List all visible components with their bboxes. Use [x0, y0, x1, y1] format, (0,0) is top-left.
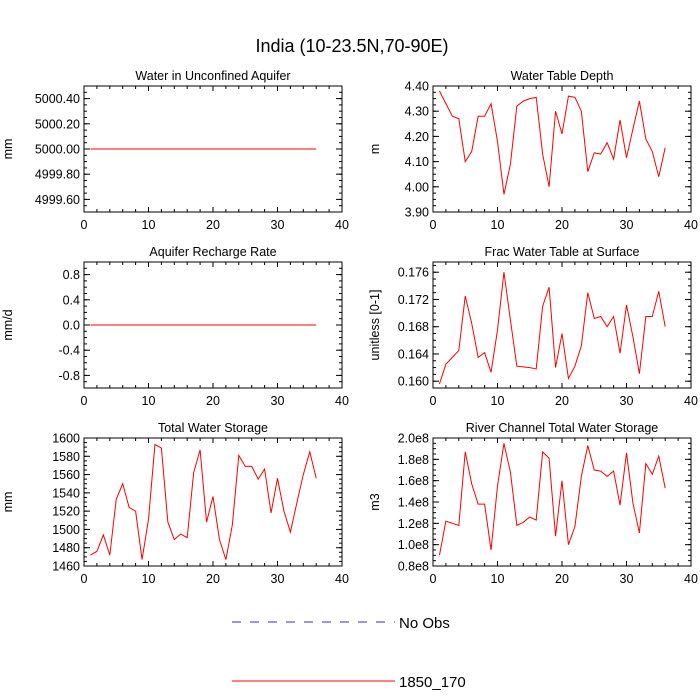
- series-line-1850-170: [438, 443, 666, 556]
- x-tick-label: 30: [271, 218, 285, 232]
- y-tick-label: 4.20: [405, 130, 429, 144]
- y-tick-label: 5000.40: [35, 92, 80, 106]
- y-tick-label: 5000.00: [35, 143, 80, 157]
- x-tick-label: 0: [430, 394, 437, 408]
- y-axis-label: m3: [368, 493, 382, 510]
- y-tick-label: 1560: [52, 468, 80, 482]
- y-tick-label: -0.8: [58, 369, 80, 383]
- x-tick-label: 0: [81, 394, 88, 408]
- y-tick-label: 0.0: [63, 319, 80, 333]
- panel-water-in-unconfined-aquifer: Water in Unconfined Aquifer 0 10 20 30 40 4999…: [1, 69, 349, 232]
- x-tick-label: 40: [684, 218, 698, 232]
- x-tick-label: 40: [335, 394, 349, 408]
- x-tick-label: 20: [555, 572, 569, 586]
- panels: Water in Unconfined Aquifer 0 10 20 30 40 4999…: [1, 69, 698, 586]
- panel-total-water-storage: Total Water Storage 0 10 20 30 40 1460 1480 1500…: [1, 421, 349, 586]
- legend-label-1850-170: 1850_170: [399, 674, 466, 691]
- x-tick-label: 0: [81, 218, 88, 232]
- y-tick-label: 0.4: [63, 293, 80, 307]
- panel-title: River Channel Total Water Storage: [466, 421, 659, 435]
- x-tick-label: 30: [620, 572, 634, 586]
- y-tick-label: 4.40: [405, 80, 429, 94]
- x-tick-label: 10: [491, 218, 505, 232]
- y-tick-label: 5000.20: [35, 117, 80, 131]
- panel-water-table-depth: Water Table Depth 0 10 20 30 40 3.90 4.00 4.10 4.…: [368, 69, 698, 232]
- y-tick-label: 0.176: [398, 266, 429, 280]
- x-tick-label: 40: [684, 394, 698, 408]
- x-tick-label: 0: [430, 572, 437, 586]
- y-tick-label: 0.8: [63, 268, 80, 282]
- panel-title: Total Water Storage: [158, 421, 268, 435]
- x-tick-label: 40: [684, 572, 698, 586]
- x-tick-label: 0: [430, 218, 437, 232]
- plot-frame: [432, 437, 692, 567]
- panel-title: Water Table Depth: [511, 69, 614, 83]
- x-tick-label: 40: [335, 572, 349, 586]
- series-line-1850-170: [439, 90, 666, 195]
- y-tick-label: 1580: [52, 450, 80, 464]
- legend-entry-no-obs: No Obs: [232, 615, 450, 632]
- y-tick-label: 4.10: [405, 155, 429, 169]
- x-tick-label: 30: [271, 394, 285, 408]
- y-tick-label: 0.168: [398, 320, 429, 334]
- series-line-1850-170: [90, 443, 317, 560]
- x-tick-label: 20: [555, 218, 569, 232]
- x-tick-label: 30: [271, 572, 285, 586]
- panel-title: Aquifer Recharge Rate: [149, 245, 276, 259]
- series-line-1850-170: [438, 272, 666, 385]
- y-tick-label: 1.2e8: [398, 517, 429, 531]
- y-tick-label: 1.4e8: [398, 496, 429, 510]
- plot-frame: [83, 437, 343, 567]
- panel-frac-water-table-at-surface: Frac Water Table at Surface 0 10 20 30 40 0.16…: [368, 245, 698, 408]
- y-tick-label: 1540: [52, 486, 80, 500]
- y-axis-label: mm: [1, 492, 15, 513]
- x-tick-label: 10: [491, 572, 505, 586]
- x-tick-label: 20: [555, 394, 569, 408]
- panel-river-channel-total-water-storage: River Channel Total Water Storage 0 10 20 30…: [368, 421, 698, 586]
- y-tick-label: 3.90: [405, 206, 429, 220]
- legend: No Obs 1850_170: [232, 615, 466, 691]
- y-axis-label: unitless [0-1]: [368, 290, 382, 361]
- y-tick-label: 4999.80: [35, 168, 80, 182]
- y-tick-label: 0.164: [398, 347, 429, 361]
- figure-title: India (10-23.5N,70-90E): [255, 36, 448, 56]
- x-tick-label: 20: [206, 572, 220, 586]
- y-tick-label: 1.8e8: [398, 453, 429, 467]
- x-tick-label: 10: [142, 572, 156, 586]
- panel-title: Frac Water Table at Surface: [485, 245, 640, 259]
- legend-label-no-obs: No Obs: [399, 615, 450, 632]
- y-tick-label: 4999.60: [35, 193, 80, 207]
- y-tick-label: 0.160: [398, 375, 429, 389]
- x-tick-label: 30: [620, 394, 634, 408]
- panel-title: Water in Unconfined Aquifer: [135, 69, 290, 83]
- y-tick-label: 4.00: [405, 180, 429, 194]
- x-tick-label: 0: [81, 572, 88, 586]
- y-axis-label: m: [368, 144, 382, 154]
- y-tick-label: 1600: [52, 432, 80, 446]
- y-tick-label: -0.4: [58, 344, 80, 358]
- y-tick-label: 0.172: [398, 293, 429, 307]
- x-tick-label: 30: [620, 218, 634, 232]
- y-tick-label: 1460: [52, 560, 80, 574]
- y-axis-label: mm: [1, 139, 15, 160]
- y-tick-label: 1480: [52, 541, 80, 555]
- legend-entry-1850-170: 1850_170: [232, 674, 466, 691]
- y-tick-label: 1500: [52, 523, 80, 537]
- y-tick-label: 0.8e8: [398, 560, 429, 574]
- x-tick-label: 20: [206, 218, 220, 232]
- y-tick-label: 1.0e8: [398, 538, 429, 552]
- y-axis-label: mm/d: [1, 309, 15, 340]
- y-tick-label: 4.30: [405, 105, 429, 119]
- x-tick-label: 20: [206, 394, 220, 408]
- panel-aquifer-recharge-rate: Aquifer Recharge Rate 0 10 20 30 40 -0.8 -0.4 0.…: [1, 245, 349, 408]
- x-tick-label: 10: [142, 218, 156, 232]
- y-tick-label: 1520: [52, 505, 80, 519]
- x-tick-label: 10: [142, 394, 156, 408]
- y-tick-label: 1.6e8: [398, 474, 429, 488]
- x-tick-label: 40: [335, 218, 349, 232]
- x-tick-label: 10: [491, 394, 505, 408]
- y-tick-label: 2.0e8: [398, 432, 429, 446]
